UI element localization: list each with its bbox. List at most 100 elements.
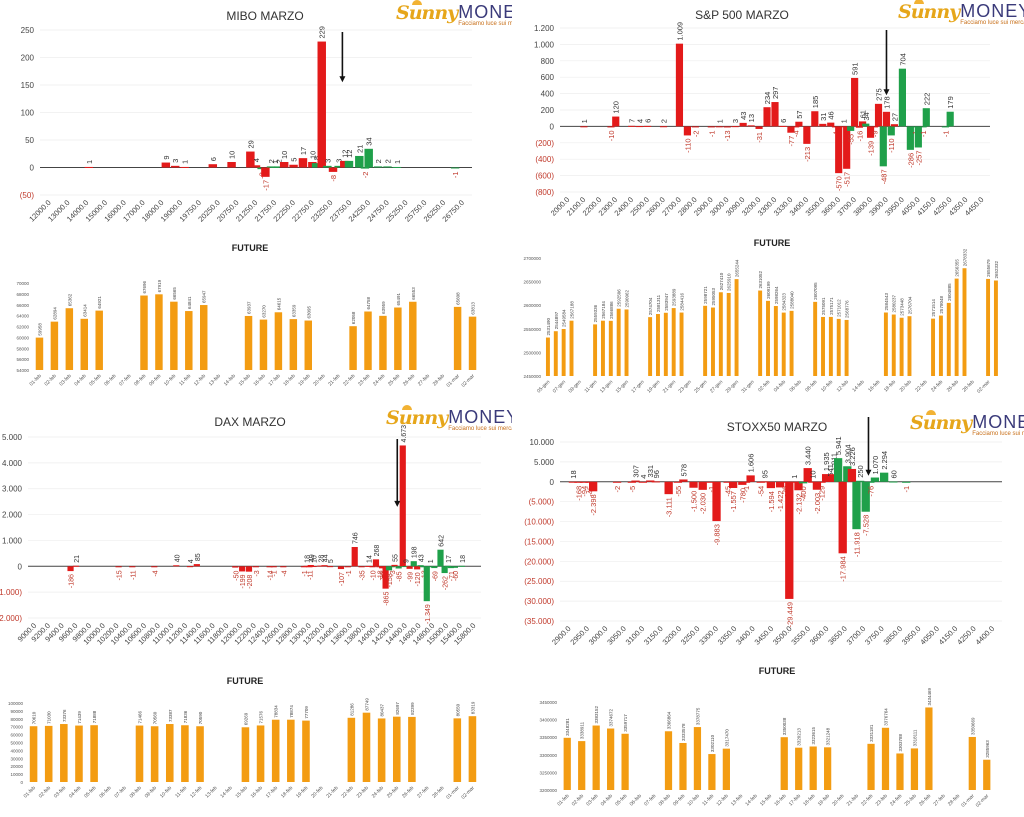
future-bar (241, 727, 250, 782)
call-bar (289, 164, 298, 168)
call-bar (698, 481, 707, 490)
y-tick-label: 2.000 (2, 511, 23, 520)
chart-title: FUTURE (232, 243, 269, 253)
data-label: 70560 (153, 711, 158, 724)
put-bar (914, 126, 922, 148)
data-label: 3317470 (724, 729, 729, 747)
x-tick-label: 26-feb (402, 373, 416, 387)
x-tick-label: 12-feb (189, 785, 203, 799)
data-label: -29.449 (785, 602, 794, 627)
call-bar (803, 468, 812, 482)
call-bar (579, 481, 589, 483)
data-label: -286 (906, 153, 915, 168)
call-bar (72, 565, 80, 567)
future-bar (453, 306, 462, 370)
sp500-options-chart: S&P 500 MARZO 1.200 1.000 800 600 400 200 0 (200… (512, 0, 1024, 235)
x-tick-label: 28-feb (431, 785, 445, 799)
x-tick-label: 24-feb (371, 785, 385, 799)
chart-title: FUTURE (759, 666, 796, 676)
data-label: 3.440 (804, 446, 813, 465)
future-bar (468, 316, 477, 370)
data-label: 297 (771, 87, 780, 100)
x-tick-label: 3950.0 (900, 624, 923, 647)
future-bar (561, 328, 566, 376)
data-label: 3376764 (884, 708, 889, 726)
data-label: 234 (763, 92, 772, 105)
future-bar (165, 724, 174, 782)
future-bar (364, 311, 372, 370)
x-tick-label: 14-feb (223, 373, 237, 387)
logo-script: Sunny (910, 412, 972, 434)
data-label: -1 (902, 486, 911, 493)
data-label: 578 (679, 464, 688, 477)
data-label: -9 (871, 130, 880, 137)
x-tick-label: 25-feb (386, 785, 400, 799)
call-bar (723, 126, 731, 128)
call-bar (382, 566, 389, 589)
data-label: -1.422 (776, 490, 785, 511)
x-tick-label: 03-feb (53, 785, 67, 799)
data-label: 2 (267, 159, 276, 163)
data-label: 65362 (67, 293, 72, 306)
y-tick-label: 400 (541, 90, 555, 99)
call-bar (855, 126, 863, 128)
call-bar (627, 481, 636, 483)
call-bar (161, 162, 171, 168)
x-tick-label: 07-feb (118, 373, 132, 387)
data-label: 704 (898, 53, 907, 66)
call-bar (612, 116, 620, 127)
data-label: 70590 (198, 711, 203, 724)
future-bar (50, 321, 59, 370)
data-label: -208 (247, 575, 254, 589)
data-label: 63270 (261, 305, 266, 318)
call-bar (838, 481, 847, 554)
x-tick-label: 21-feb (327, 373, 341, 387)
data-label: 66553 (411, 287, 416, 300)
x-tick-label: 02-feb (757, 379, 771, 393)
data-label: 120 (612, 101, 621, 114)
x-tick-label: 21-feb (325, 785, 339, 799)
y-tick-label: 68000 (16, 292, 29, 297)
x-tick-label: 20-feb (831, 793, 845, 807)
y-tick-label: 70000 (10, 725, 23, 730)
x-tick-label: 27-feb (416, 785, 430, 799)
call-bar (808, 481, 817, 483)
data-label: -55 (674, 486, 683, 497)
future-bar (29, 726, 38, 782)
x-tick-label: 02-feb (571, 793, 585, 807)
data-label: 3320213 (797, 728, 802, 746)
data-label: -2.030 (699, 493, 708, 514)
future-bar (181, 725, 189, 782)
data-label: -1 (346, 570, 353, 576)
data-label: 2544897 (554, 311, 559, 329)
call-bar (252, 566, 259, 568)
data-label: 2604885 (947, 283, 952, 301)
call-bar (746, 475, 755, 482)
future-bar (766, 300, 770, 376)
data-label: 2631052 (758, 271, 763, 289)
future-bar (349, 326, 357, 370)
data-label: 2584416 (680, 293, 685, 311)
future-bar (671, 308, 676, 376)
y-tick-label: 0 (550, 478, 555, 487)
future-bar (545, 337, 550, 376)
put-bar (798, 481, 808, 484)
data-label: 3350669 (970, 717, 975, 735)
future-bar (656, 314, 660, 376)
x-tick-label: 15-feb (235, 785, 249, 799)
price-arrow-head (339, 76, 346, 83)
data-label: 12 (340, 150, 349, 158)
data-label: 64921 (97, 296, 102, 309)
call-bar (193, 564, 200, 567)
data-label: 3 (171, 159, 180, 163)
data-label: 3333578 (681, 723, 686, 741)
call-bar (173, 565, 180, 567)
data-label: 80437 (380, 703, 385, 716)
call-bar (391, 564, 398, 567)
x-tick-label: 3350.0 (716, 624, 739, 647)
call-bar (317, 41, 326, 168)
data-label: 21 (355, 145, 364, 153)
data-label: -10 (607, 130, 616, 141)
x-tick-label: 04-feb (68, 785, 82, 799)
